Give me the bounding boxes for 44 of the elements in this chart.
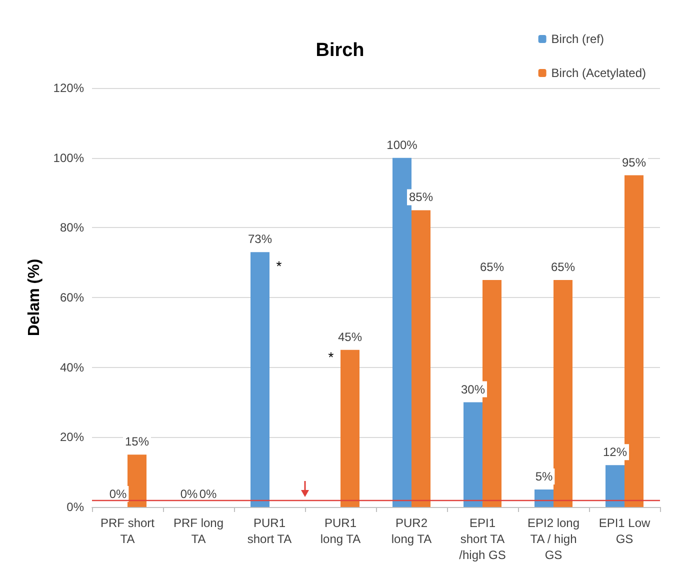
data-label: 0% [109, 487, 127, 501]
bar [250, 252, 270, 507]
y-tick-label: 100% [53, 150, 84, 165]
data-label: 65% [480, 260, 504, 274]
legend-label: Birch (Acetylated) [551, 66, 646, 80]
x-tick-label: PUR1 long TA [320, 516, 361, 546]
bar [464, 402, 482, 507]
data-label: 30% [460, 382, 486, 396]
y-tick-label: 40% [60, 360, 84, 374]
y-tick-label: 20% [60, 430, 84, 444]
data-label: 12% [602, 445, 628, 460]
data-label: 5% [535, 470, 553, 484]
data-label: 0% [180, 487, 198, 501]
bar [392, 158, 412, 507]
data-label: 100% [386, 138, 418, 152]
data-label: 0% [199, 487, 217, 501]
x-tick-label: PRF long TA [173, 516, 224, 546]
x-tick-label: PRF short TA [100, 516, 156, 546]
bar [554, 280, 572, 507]
x-tick-label: PUR1 short TA [247, 516, 292, 546]
bar [534, 490, 554, 507]
x-tick-label: PUR2 long TA [391, 516, 432, 546]
data-label: 85% [408, 190, 434, 204]
bar [606, 465, 624, 507]
y-tick-label: 0% [66, 500, 84, 514]
bar [128, 454, 146, 507]
y-tick-label: 120% [53, 81, 84, 95]
data-label: 45% [338, 330, 362, 344]
chart-title: Birch [316, 40, 364, 61]
data-label: 73% [248, 232, 272, 246]
annotation: * [328, 348, 334, 365]
x-tick-label: EPI1 Low GS [598, 516, 651, 546]
bar [412, 210, 430, 507]
y-axis-title: Delam (%) [26, 258, 43, 336]
x-tick-label: EPI2 long TA / high GS [527, 516, 580, 562]
legend-label: Birch (ref) [551, 32, 604, 46]
y-tick-label: 60% [60, 290, 84, 304]
x-tick-label: EPI1 short TA /high GS [459, 516, 506, 562]
y-tick-label: 80% [60, 220, 84, 235]
annotation: * [276, 258, 282, 274]
data-label: 65% [550, 260, 576, 274]
data-label: 15% [124, 434, 150, 449]
bar [340, 350, 360, 507]
data-label: 95% [622, 155, 646, 170]
